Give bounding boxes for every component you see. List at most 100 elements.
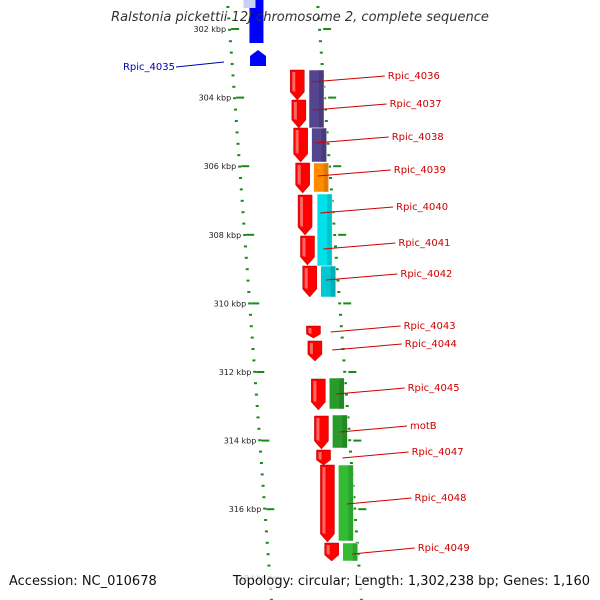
- minor-tick: [354, 530, 358, 533]
- minor-tick: [237, 154, 241, 157]
- gene-highlight: [300, 197, 304, 227]
- gene-label[interactable]: Rpic_4047: [412, 447, 464, 458]
- minor-tick: [236, 142, 240, 145]
- label-leader: [342, 451, 409, 459]
- label-leader: [175, 61, 225, 68]
- minor-tick: [269, 598, 273, 600]
- minor-tick: [256, 416, 260, 419]
- minor-tick: [325, 131, 329, 134]
- cog-track: [308, 69, 358, 562]
- minor-tick: [263, 507, 267, 510]
- minor-tick: [327, 154, 331, 157]
- scale-label: 316 kbp: [229, 505, 262, 514]
- minor-tick: [339, 313, 342, 316]
- minor-tick: [249, 325, 253, 328]
- minor-tick: [328, 165, 332, 168]
- minor-tick: [334, 256, 338, 259]
- minor-tick: [227, 17, 231, 20]
- cog-shade: [323, 163, 329, 192]
- major-tick: [266, 508, 275, 511]
- cog-block: [320, 265, 336, 298]
- gene-highlight: [313, 381, 317, 402]
- minor-tick: [255, 405, 259, 407]
- gene-block-reverse: [250, 50, 267, 66]
- minor-tick: [323, 97, 327, 100]
- gene-label[interactable]: Rpic_4040: [396, 202, 448, 213]
- major-tick: [323, 28, 332, 30]
- label-leader: [323, 242, 396, 250]
- major-tick: [348, 371, 357, 373]
- minor-tick: [339, 325, 343, 328]
- minor-tick: [359, 598, 363, 600]
- minor-tick: [254, 393, 258, 396]
- minor-tick: [258, 439, 262, 442]
- accession-text: Accession: NC_010678: [9, 574, 157, 589]
- scale-label: 314 kbp: [224, 437, 257, 446]
- gene-track: [243, 0, 339, 562]
- minor-tick: [266, 553, 270, 556]
- gene-block-reverse: [243, 0, 256, 8]
- gene-highlight: [304, 268, 308, 289]
- minor-tick: [264, 530, 268, 533]
- gene-highlight: [293, 102, 297, 120]
- gene-label[interactable]: Rpic_4038: [392, 132, 444, 143]
- minor-tick: [257, 427, 261, 430]
- minor-tick: [318, 40, 322, 43]
- gene-label[interactable]: Rpic_4037: [390, 99, 442, 110]
- gene-highlight: [326, 545, 330, 555]
- gene-label[interactable]: Rpic_4049: [418, 543, 470, 554]
- minor-tick: [228, 28, 232, 31]
- minor-tick: [329, 177, 332, 179]
- minor-tick: [228, 40, 232, 43]
- cog-shade: [319, 70, 324, 128]
- major-tick: [231, 28, 240, 30]
- gene-label[interactable]: Rpic_4043: [404, 321, 456, 332]
- scale-label: 308 kbp: [209, 231, 242, 240]
- minor-tick: [241, 211, 245, 214]
- label-leader: [325, 273, 398, 281]
- minor-tick: [254, 382, 257, 385]
- gene-label[interactable]: Rpic_4048: [415, 493, 467, 504]
- minor-tick: [347, 427, 351, 430]
- label-leader: [320, 206, 394, 214]
- minor-tick: [261, 484, 265, 487]
- major-tick: [246, 233, 255, 236]
- gene-label[interactable]: Rpic_4044: [405, 339, 457, 350]
- minor-tick: [238, 165, 242, 168]
- label-leader: [312, 103, 387, 111]
- major-tick: [251, 302, 260, 305]
- gene-label[interactable]: Rpic_4039: [394, 165, 446, 176]
- minor-tick: [265, 541, 269, 544]
- minor-tick: [318, 28, 322, 31]
- label-leader: [317, 169, 391, 177]
- minor-tick: [349, 450, 352, 453]
- minor-tick: [235, 131, 239, 134]
- gene-label[interactable]: Rpic_4036: [388, 71, 440, 82]
- gene-labels: Rpic_4035 Rpic_4036 Rpic_4037 Rpic_4038 Rpic…: [123, 61, 470, 555]
- gene-label[interactable]: Rpic_4041: [398, 238, 450, 249]
- major-tick: [353, 439, 362, 442]
- gene-label[interactable]: Rpic_4035: [123, 62, 175, 73]
- minor-tick: [353, 507, 357, 510]
- gene-highlight: [308, 328, 312, 334]
- major-tick: [256, 371, 265, 373]
- gene-label[interactable]: Rpic_4042: [400, 269, 452, 280]
- minor-tick: [242, 222, 246, 225]
- minor-tick: [342, 359, 346, 362]
- minor-tick: [324, 108, 327, 111]
- minor-tick: [249, 313, 252, 316]
- minor-tick: [226, 6, 230, 8]
- minor-tick: [344, 393, 348, 396]
- cog-block: [311, 127, 327, 163]
- gene-highlight: [297, 165, 301, 185]
- minor-tick: [260, 473, 264, 476]
- major-tick: [338, 233, 347, 236]
- minor-tick: [333, 234, 337, 236]
- minor-tick: [320, 63, 324, 65]
- gene-label[interactable]: motB: [410, 421, 437, 432]
- major-tick: [241, 165, 250, 168]
- gene-label[interactable]: Rpic_4045: [408, 383, 460, 394]
- map-title: Ralstonia pickettii 12J chromosome 2, co…: [111, 10, 489, 25]
- minor-tick: [240, 199, 244, 202]
- minor-tick: [324, 120, 328, 122]
